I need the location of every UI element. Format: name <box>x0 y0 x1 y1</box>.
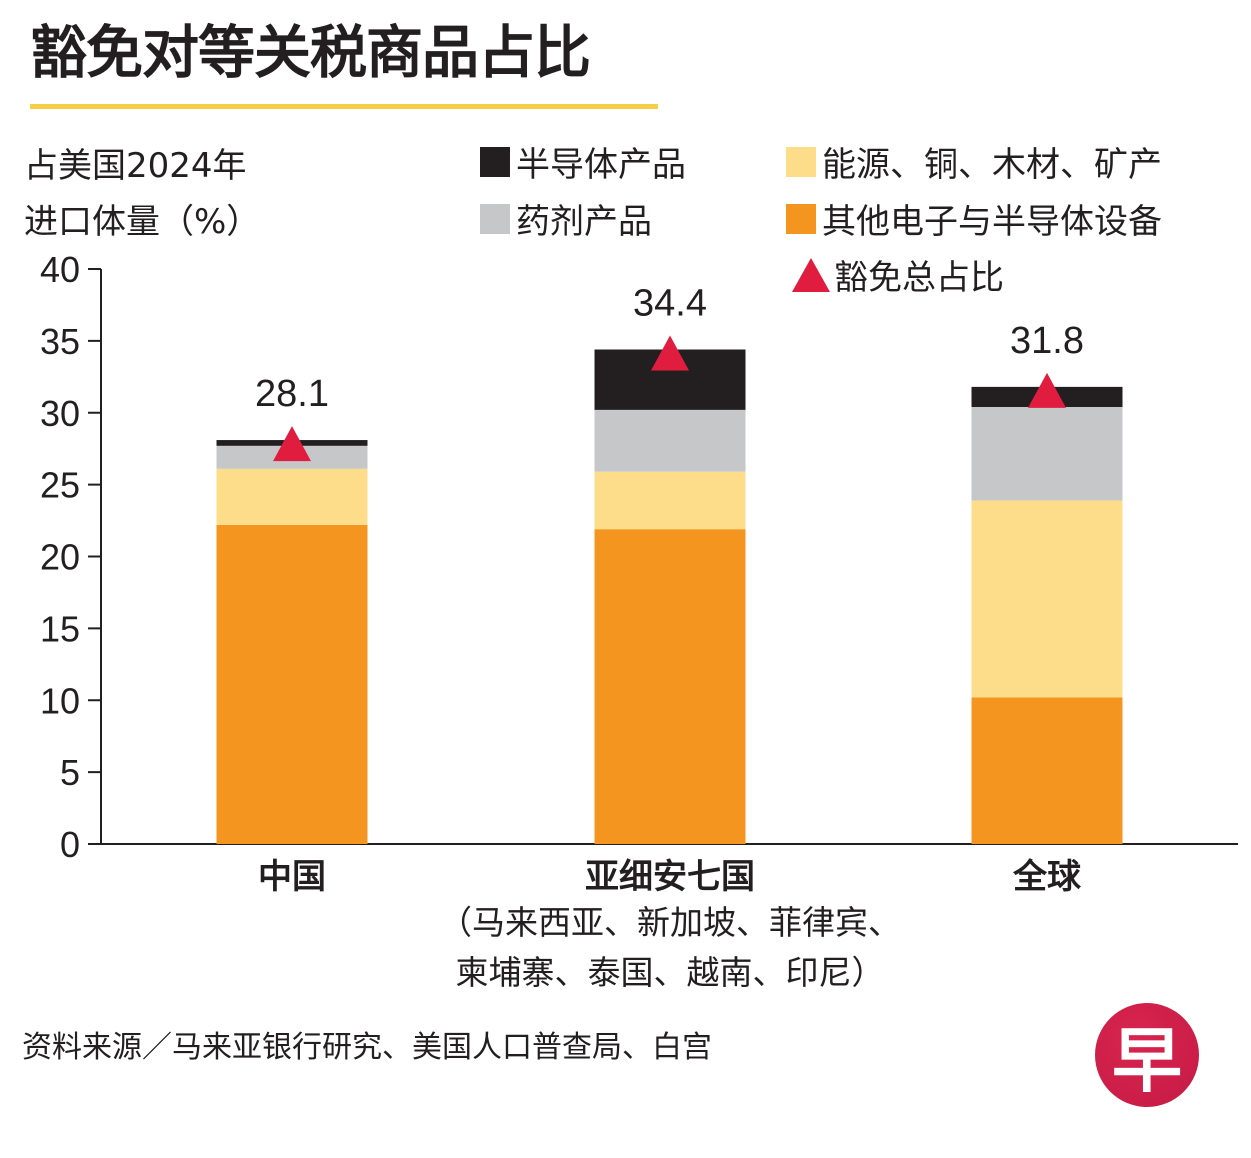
legend-label: 其他电子与半导体设备 <box>822 202 1162 242</box>
legend-label: 半导体产品 <box>516 145 686 185</box>
y-tick-label: 0 <box>60 824 80 865</box>
total-value-label: 28.1 <box>255 373 329 415</box>
total-triangle-marker <box>1028 372 1066 408</box>
bar-segment <box>216 468 368 525</box>
bars <box>216 349 1123 844</box>
total-triangle-marker <box>273 426 311 462</box>
bar-segment <box>594 529 746 844</box>
y-tick-label: 40 <box>40 249 80 290</box>
legend-swatch-energy <box>786 146 816 177</box>
chart-title: 豁免对等关税商品占比 <box>30 20 591 86</box>
category-sublabel: 柬埔寨、泰国、越南、印尼） <box>456 953 885 992</box>
total-markers: 28.1 34.4 31.8 <box>255 283 1084 462</box>
bar-segment <box>216 524 368 844</box>
legend-item-pharma: 药剂产品 <box>480 194 652 243</box>
legend-item-energy: 能源、铜、木材、矿产 <box>786 137 1162 186</box>
legend-swatch-semiconductor <box>480 146 510 177</box>
category-label: 中国 <box>258 857 326 897</box>
y-axis-unit-line-1: 占美国2024年 <box>24 146 247 186</box>
y-tick-label: 15 <box>40 608 80 649</box>
y-tick-label: 10 <box>40 680 80 721</box>
legend-item-electronics: 其他电子与半导体设备 <box>786 194 1162 243</box>
bar-segment <box>594 409 746 472</box>
legend-label: 能源、铜、木材、矿产 <box>822 145 1162 185</box>
bar-segment <box>971 697 1123 844</box>
total-triangle-marker <box>651 335 689 371</box>
y-tick-label: 25 <box>40 465 80 506</box>
legend-swatch-pharma <box>480 203 510 234</box>
bar-segment <box>594 471 746 530</box>
triangle-icon <box>792 257 830 292</box>
y-tick-label: 5 <box>60 752 80 793</box>
legend-swatch-electronics <box>786 203 816 234</box>
legend-item-semiconductor: 半导体产品 <box>480 137 686 186</box>
y-axis-unit-line-2: 进口体量（%） <box>24 202 261 242</box>
legend-item-total: 豁免总占比 <box>792 250 1004 299</box>
source-note: 资料来源／马来亚银行研究、美国人口普查局、白宫 <box>22 1030 712 1065</box>
category-sublabel: （马来西亚、新加坡、菲律宾、 <box>439 903 901 942</box>
category-label: 全球 <box>1012 857 1082 897</box>
zaobao-logo: 早 <box>1095 1003 1199 1107</box>
category-labels: 中国 亚细安七国 （马来西亚、新加坡、菲律宾、柬埔寨、泰国、越南、印尼） 全球 <box>258 857 1082 992</box>
y-tick-label: 35 <box>40 321 80 362</box>
legend-label: 药剂产品 <box>516 202 652 242</box>
title-underline <box>30 104 658 109</box>
bar-segment <box>971 500 1123 698</box>
y-tick-label: 20 <box>40 537 80 578</box>
total-value-label: 34.4 <box>633 283 707 325</box>
y-tick-label: 30 <box>40 393 80 434</box>
total-value-label: 31.8 <box>1010 320 1084 362</box>
category-label: 亚细安七国 <box>585 857 755 897</box>
y-axis-unit-label: 占美国2024年 进口体量（%） <box>24 138 260 250</box>
legend-label: 豁免总占比 <box>834 258 1004 298</box>
bar-segment <box>971 407 1123 501</box>
